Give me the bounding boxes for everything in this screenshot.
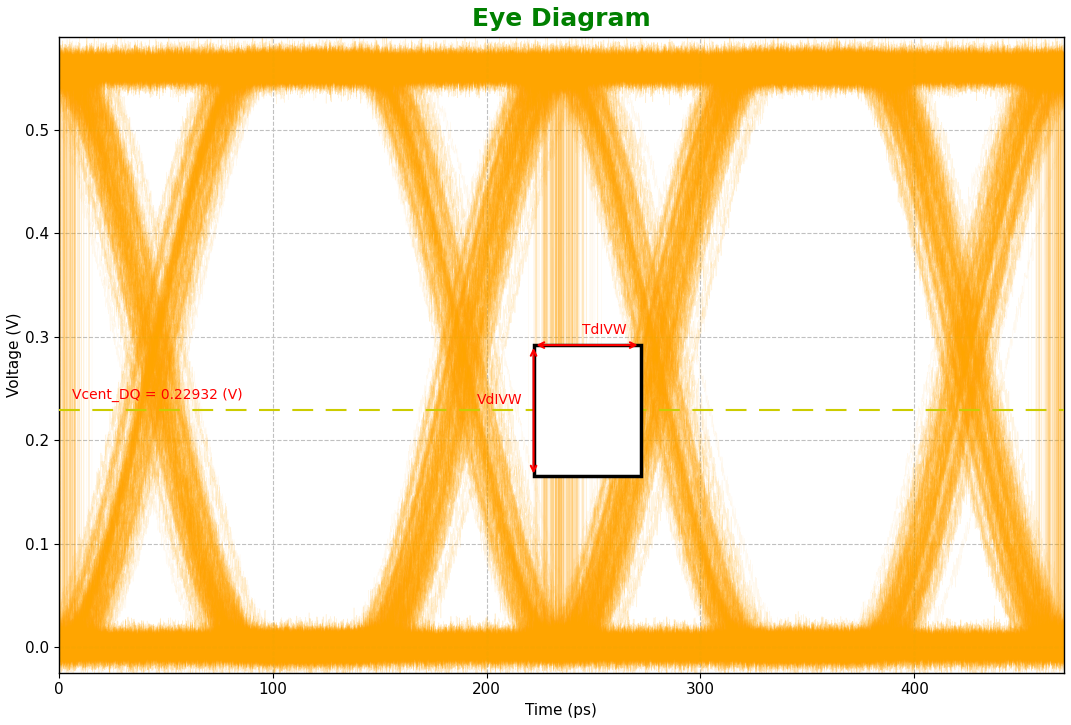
Text: TdIVW: TdIVW: [582, 323, 627, 337]
Title: Eye Diagram: Eye Diagram: [472, 7, 651, 31]
Bar: [533, 345, 640, 476]
X-axis label: Time (ps): Time (ps): [526, 703, 598, 718]
Y-axis label: Voltage (V): Voltage (V): [6, 312, 21, 397]
Text: VdIVW: VdIVW: [478, 394, 523, 407]
Text: Vcent_DQ = 0.22932 (V): Vcent_DQ = 0.22932 (V): [72, 387, 242, 402]
